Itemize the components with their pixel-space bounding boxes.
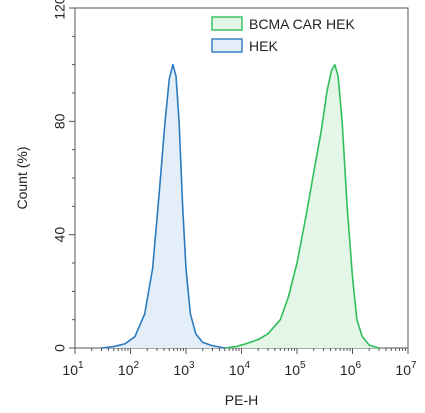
series-layer — [101, 63, 380, 349]
x-tick-label: 104 — [229, 360, 251, 378]
series-line-hek — [101, 63, 225, 349]
legend-swatch-hek — [211, 38, 243, 53]
x-tick-label: 105 — [284, 360, 306, 378]
series-fill-hek — [101, 64, 225, 349]
series-line-bcma-car-hek — [224, 63, 380, 349]
series-fill-bcma-car-hek — [224, 64, 379, 349]
y-axis-label: Count (%) — [14, 146, 30, 209]
x-tick-label: 103 — [173, 360, 195, 378]
legend-label-hek: HEK — [249, 38, 278, 54]
legend-label-bcma-car-hek: BCMA CAR HEK — [249, 16, 355, 32]
y-tick-label: 0 — [52, 344, 68, 352]
y-tick-label: 40 — [52, 227, 68, 243]
y-tick-label: 120 — [52, 0, 68, 20]
x-tick-label: 102 — [118, 360, 140, 378]
x-tick-label: 107 — [395, 360, 417, 378]
legend: BCMA CAR HEK HEK — [211, 16, 355, 54]
plot-frame — [74, 7, 409, 349]
legend-swatch-bcma-car-hek — [211, 16, 243, 31]
axes-layer: 101 102 103 104 105 106 107 0 40 80 120 — [52, 0, 417, 378]
x-tick-label: 101 — [62, 360, 84, 378]
x-tick-label: 106 — [340, 360, 362, 378]
x-axis-label: PE-H — [225, 392, 258, 408]
y-tick-label: 80 — [52, 113, 68, 129]
plot-area — [74, 7, 409, 349]
